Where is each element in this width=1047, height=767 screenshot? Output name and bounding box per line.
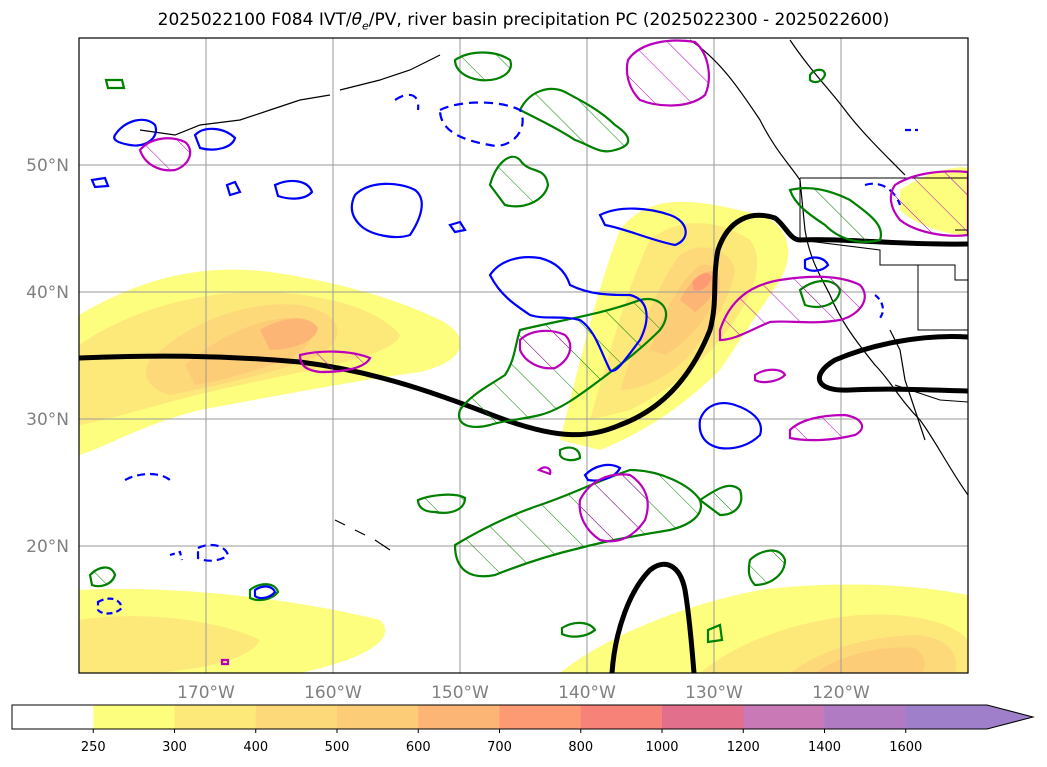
colorbar-ticks: 250 300 400 500 600 700 800 1000 1200 1400 1600 (81, 729, 922, 755)
longitude-tick-label: 150°W (431, 683, 489, 703)
longitude-tick-label: 130°W (685, 683, 743, 703)
colorbar-tick-label: 700 (487, 740, 512, 755)
colorbar-segment (255, 705, 338, 729)
latitude-tick-label: 20°N (26, 537, 69, 557)
colorbar-segment (743, 705, 825, 729)
precip-pc-contours (138, 39, 968, 666)
map-area (79, 38, 968, 673)
colorbar-segment (824, 705, 907, 729)
ivt-shading (79, 167, 968, 673)
colorbar-tick-label: 500 (325, 740, 350, 755)
colorbar (11, 704, 1035, 730)
colorbar-segment (499, 705, 582, 729)
colorbar-segment (93, 705, 175, 729)
colorbar-tick-label: 600 (406, 740, 431, 755)
colorbar-outline (11, 704, 1035, 730)
map-frame (78, 37, 969, 674)
latitude-tick-label: 50°N (26, 156, 69, 176)
latitude-tick-label: 40°N (26, 283, 69, 303)
colorbar-segment (662, 705, 744, 729)
figure-title: 2025022100 F084 IVT/θe/PV, river basin p… (0, 10, 1047, 32)
colorbar-tick-label: 300 (162, 740, 187, 755)
colorbar-segment (418, 705, 500, 729)
colorbar-segment (580, 705, 663, 729)
title-theta: θ (351, 10, 362, 30)
colorbar-segment (12, 705, 94, 729)
colorbar-segment (905, 705, 988, 729)
colorbar-segment (337, 705, 419, 729)
longitude-labels: 170°W 160°W 150°W 140°W 130°W 120°W (177, 683, 870, 703)
latitude-tick-label: 30°N (26, 410, 69, 430)
longitude-tick-label: 160°W (304, 683, 362, 703)
latitude-labels: 20°N 30°N 40°N 50°N (26, 156, 69, 557)
colorbar-extend-arrow (987, 705, 1033, 729)
title-text-suffix: /PV, river basin precipitation PC (20250… (368, 10, 890, 30)
colorbar-tick-label: 800 (568, 740, 593, 755)
colorbar-tick-label: 250 (81, 740, 106, 755)
colorbar-segment (174, 705, 257, 729)
title-theta-subscript: e (362, 19, 369, 33)
colorbar-tick-label: 1400 (808, 740, 841, 755)
colorbar-tick-label: 1600 (889, 740, 922, 755)
longitude-tick-label: 170°W (177, 683, 235, 703)
colorbar-tick-label: 400 (243, 740, 268, 755)
longitude-tick-label: 140°W (558, 683, 616, 703)
title-text: 2025022100 F084 IVT/ (157, 10, 352, 30)
colorbar-tick-label: 1000 (645, 740, 678, 755)
colorbar-tick-label: 1200 (727, 740, 760, 755)
longitude-tick-label: 120°W (812, 683, 870, 703)
